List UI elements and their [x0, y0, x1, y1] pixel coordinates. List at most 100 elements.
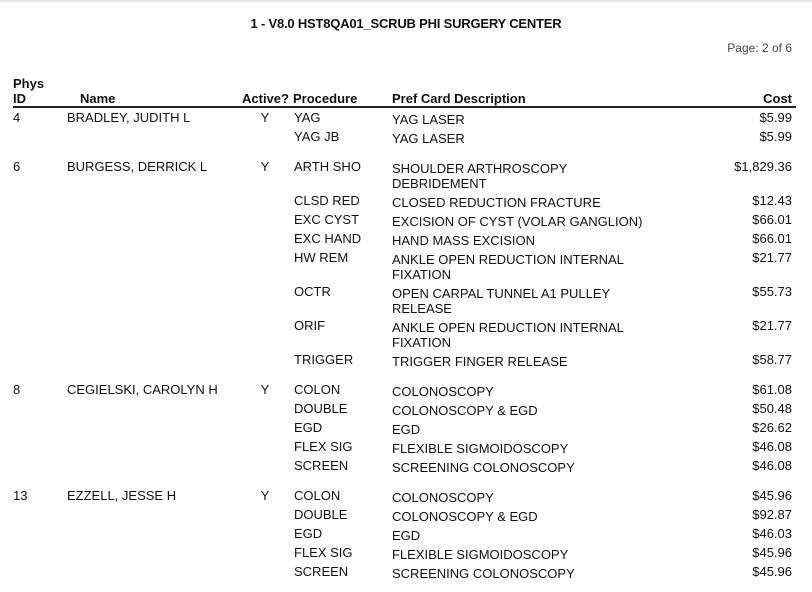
table-row: FLEX SIG FLEXIBLE SIGMOIDOSCOPY $46.08 [0, 437, 812, 456]
physician-group: 8 CEGIELSKI, CAROLYN H Y COLON COLONOSCOPY $6… [0, 380, 812, 475]
pref-card-description: COLONOSCOPY [392, 384, 494, 399]
cost: $45.96 [752, 564, 792, 579]
phys-id: 4 [13, 110, 21, 125]
pref-card-description: YAG LASER [392, 112, 465, 127]
procedure: FLEX SIG [294, 439, 353, 454]
cost: $45.96 [752, 545, 792, 560]
header-divider [13, 106, 796, 108]
table-row: HW REM ANKLE OPEN REDUCTION INTERNAL FIXA… [0, 248, 812, 282]
procedure: HW REM [294, 250, 349, 265]
procedure: EXC HAND [294, 231, 362, 246]
pref-card-description: ANKLE OPEN REDUCTION INTERNAL FIXATION [392, 320, 624, 350]
table-row: 8 CEGIELSKI, CAROLYN H Y COLON COLONOSCOPY $6… [0, 380, 812, 399]
active-flag: Y [260, 159, 270, 174]
procedure: DOUBLE [294, 401, 348, 416]
physician-group: 6 BURGESS, DERRICK L Y ARTH SHO SHOULDER ART… [0, 157, 812, 369]
table-row: DOUBLE COLONOSCOPY & EGD $50.48 [0, 399, 812, 418]
cost: $1,829.36 [734, 159, 792, 174]
pref-card-description: SCREENING COLONOSCOPY [392, 460, 575, 475]
header-phys: Phys [13, 76, 45, 91]
procedure: FLEX SIG [294, 545, 353, 560]
table-row: CLSD RED CLOSED REDUCTION FRACTURE $12.43 [0, 191, 812, 210]
cost: $92.87 [752, 507, 792, 522]
procedure: OCTR [294, 284, 331, 299]
procedure: EXC CYST [294, 212, 360, 227]
phys-name: BURGESS, DERRICK L [67, 159, 208, 174]
pref-card-description: COLONOSCOPY & EGD [392, 403, 538, 418]
cost: $46.08 [752, 439, 792, 454]
pref-card-description: FLEXIBLE SIGMOIDOSCOPY [392, 441, 569, 456]
table-row: DOUBLE COLONOSCOPY & EGD $92.87 [0, 505, 812, 524]
procedure: CLSD RED [294, 193, 360, 208]
procedure: EGD [294, 526, 323, 541]
phys-name: BRADLEY, JUDITH L [67, 110, 191, 125]
pref-card-description: TRIGGER FINGER RELEASE [392, 354, 568, 369]
procedure: SCREEN [294, 458, 349, 473]
pref-card-description: EXCISION OF CYST (VOLAR GANGLION) [392, 214, 643, 229]
column-header: Phys ID Name Active? Procedure Pref Card… [0, 76, 812, 108]
cost: $46.08 [752, 458, 792, 473]
cost: $21.77 [752, 318, 792, 333]
table-row: SCREEN SCREENING COLONOSCOPY $46.08 [0, 456, 812, 475]
pref-card-description: SHOULDER ARTHROSCOPY DEBRIDEMENT [392, 161, 568, 191]
phys-name: CEGIELSKI, CAROLYN H [67, 382, 218, 397]
active-flag: Y [260, 488, 270, 503]
table-row: 4 BRADLEY, JUDITH L Y YAG YAG LASER $5.99 [0, 108, 812, 127]
table-row: FLEX SIG FLEXIBLE SIGMOIDOSCOPY $45.96 [0, 543, 812, 562]
table-row: EXC HAND HAND MASS EXCISION $66.01 [0, 229, 812, 248]
physician-group: 13 EZZELL, JESSE H Y COLON COLONOSCOPY $45.96… [0, 486, 812, 581]
procedure: ORIF [294, 318, 326, 333]
cost: $66.01 [752, 212, 792, 227]
table-row: YAG JB YAG LASER $5.99 [0, 127, 812, 146]
pref-card-description: OPEN CARPAL TUNNEL A1 PULLEY RELEASE [392, 286, 610, 316]
active-flag: Y [260, 382, 270, 397]
pref-card-description: HAND MASS EXCISION [392, 233, 536, 248]
table-row: SCREEN SCREENING COLONOSCOPY $45.96 [0, 562, 812, 581]
procedure: ARTH SHO [294, 159, 361, 174]
procedure: TRIGGER [294, 352, 354, 367]
pref-card-description: SCREENING COLONOSCOPY [392, 566, 575, 581]
phys-id: 8 [13, 382, 21, 397]
cost: $58.77 [752, 352, 792, 367]
cost: $45.96 [752, 488, 792, 503]
active-flag: Y [260, 110, 270, 125]
procedure: COLON [294, 382, 341, 397]
page-indicator: Page: 2 of 6 [727, 41, 792, 55]
table-row: 6 BURGESS, DERRICK L Y ARTH SHO SHOULDER ART… [0, 157, 812, 191]
header-cost: Cost [763, 91, 792, 106]
header-active: Active? [242, 91, 289, 106]
table-row: EGD EGD $46.03 [0, 524, 812, 543]
procedure: COLON [294, 488, 341, 503]
pref-card-description: EGD [392, 422, 421, 437]
header-description: Pref Card Description [392, 91, 526, 106]
pref-card-description: COLONOSCOPY [392, 490, 494, 505]
procedure: YAG JB [294, 129, 340, 144]
cost: $5.99 [759, 110, 792, 125]
table-row: EXC CYST EXCISION OF CYST (VOLAR GANGLION… [0, 210, 812, 229]
header-name: Name [80, 91, 116, 106]
cost: $55.73 [752, 284, 792, 299]
table-row: EGD EGD $26.62 [0, 418, 812, 437]
pref-card-description: COLONOSCOPY & EGD [392, 509, 538, 524]
table-row: OCTR OPEN CARPAL TUNNEL A1 PULLEY RELEASE… [0, 282, 812, 316]
table-row: TRIGGER TRIGGER FINGER RELEASE $58.77 [0, 350, 812, 369]
report-title: 1 - V8.0 HST8QA01_SCRUB PHI SURGERY CENT… [250, 16, 562, 31]
header-procedure: Procedure [293, 91, 358, 106]
cost: $66.01 [752, 231, 792, 246]
cost: $21.77 [752, 250, 792, 265]
header-id: ID [13, 91, 26, 106]
physician-group: 4 BRADLEY, JUDITH L Y YAG YAG LASER $5.99 YAG … [0, 108, 812, 146]
pref-card-description: ANKLE OPEN REDUCTION INTERNAL FIXATION [392, 252, 624, 282]
cost: $12.43 [752, 193, 792, 208]
phys-id: 6 [13, 159, 21, 174]
phys-name: EZZELL, JESSE H [67, 488, 177, 503]
procedure: YAG [294, 110, 321, 125]
window-top-border [0, 0, 812, 2]
table-row: 13 EZZELL, JESSE H Y COLON COLONOSCOPY $45.96 [0, 486, 812, 505]
cost: $5.99 [759, 129, 792, 144]
cost: $26.62 [752, 420, 792, 435]
phys-id: 13 [13, 488, 28, 503]
table-row: ORIF ANKLE OPEN REDUCTION INTERNAL FIXATI… [0, 316, 812, 350]
pref-card-description: YAG LASER [392, 131, 465, 146]
pref-card-description: EGD [392, 528, 421, 543]
